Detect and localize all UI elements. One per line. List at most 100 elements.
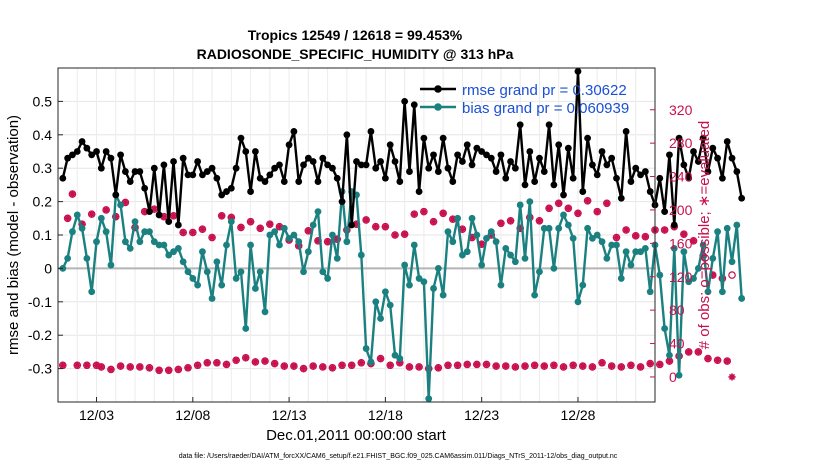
obs-evaluated-point bbox=[545, 204, 553, 212]
bias-point bbox=[468, 214, 476, 222]
bias-point bbox=[719, 288, 726, 296]
bias-point bbox=[555, 224, 563, 232]
obs-evaluated-point bbox=[449, 215, 457, 223]
bias-point bbox=[126, 244, 134, 252]
obs-evaluated-point bbox=[102, 206, 110, 214]
obs-evaluated-point bbox=[506, 217, 515, 225]
rmse-point bbox=[613, 174, 620, 182]
bias-point bbox=[646, 288, 654, 296]
bias-point bbox=[704, 288, 712, 296]
rmse-point bbox=[632, 164, 640, 172]
rmse-point bbox=[146, 208, 153, 216]
bias-point bbox=[420, 278, 428, 286]
rmse-point bbox=[641, 168, 649, 175]
bias-point bbox=[73, 211, 81, 219]
obs-evaluated-point bbox=[121, 198, 130, 207]
obs-evaluated-point bbox=[242, 354, 250, 362]
y-axis-label: rmse and bias (model - observation) bbox=[5, 115, 22, 355]
rmse-point bbox=[473, 144, 481, 152]
y-tick-label: 0.2 bbox=[33, 194, 53, 210]
obs-evaluated-point bbox=[324, 238, 332, 246]
rmse-point bbox=[300, 161, 307, 169]
obs-evaluated-point bbox=[165, 366, 173, 374]
legend: rmse grand pr = 0.30622 bias grand pr = … bbox=[420, 82, 629, 117]
rmse-point bbox=[415, 188, 423, 195]
rmse-point bbox=[670, 221, 678, 229]
bias-point bbox=[661, 325, 669, 332]
rmse-point bbox=[511, 164, 519, 172]
y-tick-label: 0 bbox=[44, 260, 52, 276]
bias-point bbox=[276, 241, 283, 249]
obs-evaluated-point bbox=[386, 361, 394, 369]
bias-point bbox=[584, 224, 591, 232]
bias-point bbox=[285, 234, 293, 242]
obs-evaluated-point bbox=[636, 363, 645, 371]
rmse-point bbox=[593, 171, 601, 179]
rmse-point bbox=[531, 178, 539, 185]
bias-point bbox=[93, 238, 100, 246]
rmse-point bbox=[459, 158, 466, 165]
bias-point bbox=[141, 228, 149, 236]
rmse-point bbox=[468, 161, 476, 169]
y2-tick-label: 160 bbox=[669, 235, 693, 251]
obs-evaluated-point bbox=[362, 216, 370, 224]
bias-point bbox=[641, 244, 649, 252]
obs-evaluated-point bbox=[290, 362, 298, 370]
rmse-point bbox=[314, 178, 322, 185]
obs-evaluated-point bbox=[391, 231, 399, 239]
obs-evaluated-point bbox=[713, 356, 722, 364]
bias-point bbox=[574, 298, 582, 306]
rmse-point bbox=[189, 171, 197, 179]
rmse-point bbox=[439, 134, 447, 142]
bias-point bbox=[179, 258, 187, 266]
obs-evaluated-point bbox=[338, 361, 346, 369]
y-tick-label: -0.2 bbox=[28, 327, 52, 343]
obs-evaluated-point bbox=[540, 362, 548, 370]
rmse-point bbox=[449, 178, 457, 185]
obs-evaluated-point bbox=[256, 224, 264, 232]
rmse-point bbox=[704, 168, 712, 175]
bias-point bbox=[507, 251, 514, 259]
obs-evaluated-point bbox=[680, 230, 688, 238]
obs-evaluated-point bbox=[78, 220, 86, 228]
bias-point bbox=[386, 301, 394, 309]
x-tick-label: 12/08 bbox=[175, 407, 210, 423]
rmse-point bbox=[396, 178, 404, 185]
obs-evaluated-point bbox=[208, 233, 216, 242]
rmse-point bbox=[256, 174, 264, 182]
bias-point bbox=[391, 351, 399, 359]
obs-evaluated-point bbox=[401, 230, 409, 238]
bias-point bbox=[473, 231, 481, 239]
rmse-point bbox=[569, 174, 577, 182]
rmse-point bbox=[430, 151, 437, 159]
bias-point bbox=[415, 275, 423, 282]
y2-tick-label: 0 bbox=[669, 369, 677, 385]
rmse-point bbox=[69, 151, 76, 159]
rmse-point bbox=[266, 171, 274, 179]
rmse-point bbox=[661, 208, 669, 216]
rmse-point bbox=[285, 141, 293, 149]
bias-point bbox=[685, 278, 693, 286]
rmse-point bbox=[492, 168, 500, 175]
rmse-point bbox=[617, 194, 625, 202]
bias-point bbox=[122, 238, 129, 246]
x-axis-label: Dec.01,2011 00:00:00 start bbox=[266, 427, 447, 444]
rmse-point bbox=[247, 188, 254, 195]
rmse-point bbox=[102, 148, 110, 155]
y2-tick-label: 240 bbox=[669, 169, 693, 185]
y2-axis-label: # of obs: o=possible; ∗=evaluated bbox=[696, 121, 713, 350]
legend-rmse-marker bbox=[434, 85, 442, 93]
obs-evaluated-point bbox=[709, 271, 717, 279]
bias-point bbox=[666, 351, 673, 359]
rmse-point bbox=[540, 168, 548, 175]
rmse-point bbox=[329, 164, 336, 172]
obs-evaluated-point bbox=[126, 363, 134, 371]
obs-evaluated-point bbox=[357, 359, 365, 367]
x-tick-label: 12/13 bbox=[272, 407, 307, 423]
obs-evaluated-point bbox=[213, 359, 221, 367]
obs-evaluated-point bbox=[559, 363, 568, 371]
rmse-point bbox=[627, 178, 635, 185]
bias-point bbox=[295, 238, 303, 246]
obs-evaluated-point bbox=[83, 361, 91, 369]
bias-point bbox=[88, 288, 96, 296]
